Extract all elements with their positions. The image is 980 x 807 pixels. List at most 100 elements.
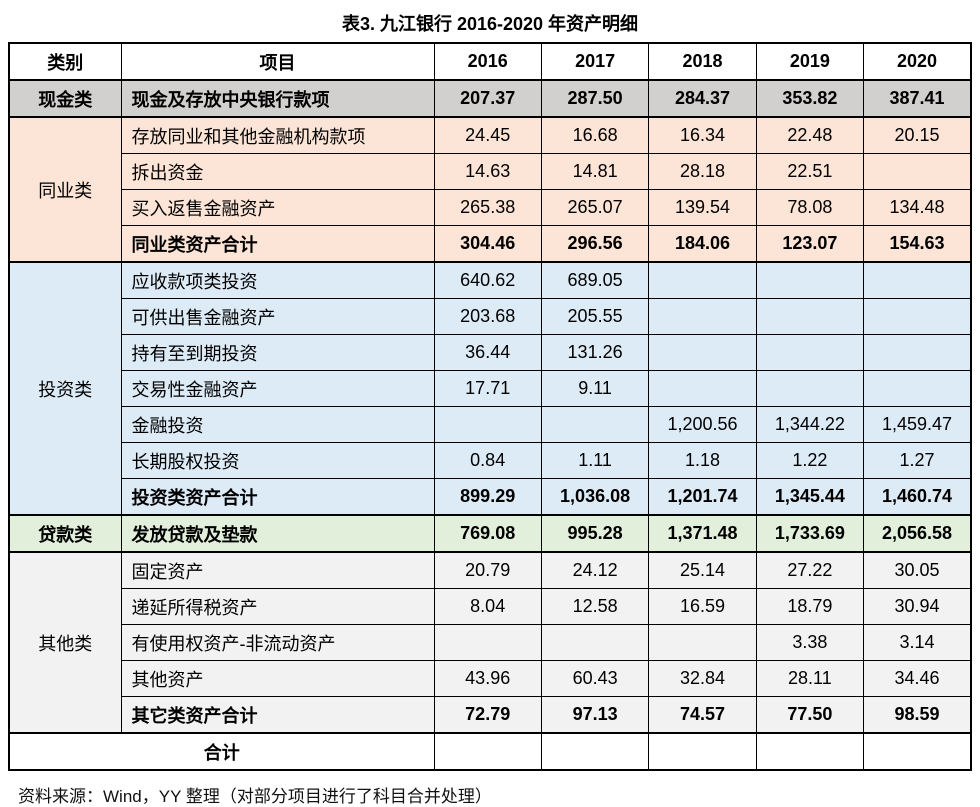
value-cell: 74.57 bbox=[648, 696, 757, 734]
value-cell: 304.46 bbox=[433, 225, 542, 263]
value-cell: 20.15 bbox=[863, 116, 972, 154]
column-header-item: 项目 bbox=[120, 42, 435, 81]
item-cell: 发放贷款及垫款 bbox=[120, 514, 435, 553]
item-cell: 递延所得税资产 bbox=[120, 588, 435, 625]
value-cell bbox=[755, 732, 865, 771]
value-cell: 769.08 bbox=[433, 514, 542, 553]
value-cell: 640.62 bbox=[433, 261, 542, 299]
value-cell: 205.55 bbox=[540, 298, 650, 335]
value-cell bbox=[648, 298, 757, 335]
value-cell bbox=[755, 334, 865, 371]
table-row: 拆出资金 14.63 14.81 28.18 22.51 bbox=[9, 153, 972, 190]
column-header-year: 2018 bbox=[648, 42, 757, 81]
value-cell: 1,733.69 bbox=[755, 514, 865, 553]
category-cell: 现金类 bbox=[8, 79, 122, 118]
value-cell bbox=[755, 261, 865, 299]
total-label-cell: 合计 bbox=[8, 732, 435, 771]
value-cell: 30.05 bbox=[863, 551, 972, 589]
value-cell: 1,460.74 bbox=[863, 478, 972, 516]
value-cell bbox=[755, 298, 865, 335]
item-cell: 固定资产 bbox=[120, 551, 435, 589]
value-cell: 36.44 bbox=[433, 334, 542, 371]
value-cell bbox=[863, 334, 972, 371]
value-cell: 72.79 bbox=[433, 696, 542, 734]
value-cell bbox=[863, 732, 972, 771]
value-cell bbox=[863, 153, 972, 190]
value-cell: 899.29 bbox=[433, 478, 542, 516]
value-cell: 60.43 bbox=[540, 660, 650, 697]
value-cell: 14.81 bbox=[540, 153, 650, 190]
value-cell: 1.27 bbox=[863, 442, 972, 479]
value-cell: 0.84 bbox=[433, 442, 542, 479]
value-cell: 27.22 bbox=[755, 551, 865, 589]
value-cell: 1,345.44 bbox=[755, 478, 865, 516]
value-cell: 184.06 bbox=[648, 225, 757, 263]
column-header-year: 2020 bbox=[863, 42, 972, 81]
table-row: 其它类资产合计 72.79 97.13 74.57 77.50 98.59 bbox=[9, 696, 972, 734]
value-cell: 12.58 bbox=[540, 588, 650, 625]
item-cell: 其他资产 bbox=[120, 660, 435, 697]
value-cell: 353.82 bbox=[755, 79, 865, 118]
value-cell bbox=[433, 406, 542, 443]
header-row: 类别 项目 2016 2017 2018 2019 2020 bbox=[8, 42, 972, 81]
table-row: 递延所得税资产 8.04 12.58 16.59 18.79 30.94 bbox=[9, 588, 972, 625]
value-cell: 3.14 bbox=[863, 624, 972, 661]
value-cell: 20.79 bbox=[433, 551, 542, 589]
table-row: 同业类资产合计 304.46 296.56 184.06 123.07 154.63 bbox=[9, 225, 972, 263]
value-cell: 22.51 bbox=[755, 153, 865, 190]
value-cell bbox=[648, 624, 757, 661]
table-row: 投资类资产合计 899.29 1,036.08 1,201.74 1,345.44 1,4… bbox=[9, 478, 972, 516]
table-row: 其他资产 43.96 60.43 32.84 28.11 34.46 bbox=[9, 660, 972, 697]
column-header-year: 2016 bbox=[433, 42, 542, 81]
column-header-year: 2019 bbox=[755, 42, 865, 81]
value-cell bbox=[863, 298, 972, 335]
table-row: 长期股权投资 0.84 1.11 1.18 1.22 1.27 bbox=[9, 442, 972, 479]
value-cell bbox=[648, 732, 757, 771]
value-cell: 123.07 bbox=[755, 225, 865, 263]
value-cell: 387.41 bbox=[863, 79, 972, 118]
table-body: 现金类 现金及存放中央银行款项 207.37 287.50 284.37 353.82 38… bbox=[8, 79, 972, 734]
item-cell: 现金及存放中央银行款项 bbox=[120, 79, 435, 118]
value-cell: 30.94 bbox=[863, 588, 972, 625]
value-cell: 25.14 bbox=[648, 551, 757, 589]
value-cell: 265.38 bbox=[433, 189, 542, 226]
category-cell: 投资类 bbox=[8, 261, 122, 516]
value-cell: 17.71 bbox=[433, 370, 542, 407]
value-cell: 34.46 bbox=[863, 660, 972, 697]
table-row: 交易性金融资产 17.71 9.11 bbox=[9, 370, 972, 407]
value-cell: 16.34 bbox=[648, 116, 757, 154]
value-cell: 32.84 bbox=[648, 660, 757, 697]
value-cell: 9.11 bbox=[540, 370, 650, 407]
value-cell: 14.63 bbox=[433, 153, 542, 190]
item-cell: 可供出售金融资产 bbox=[120, 298, 435, 335]
value-cell bbox=[648, 334, 757, 371]
value-cell: 24.45 bbox=[433, 116, 542, 154]
value-cell: 8.04 bbox=[433, 588, 542, 625]
item-cell: 其它类资产合计 bbox=[120, 696, 435, 734]
value-cell bbox=[433, 732, 542, 771]
item-cell: 同业类资产合计 bbox=[120, 225, 435, 263]
value-cell: 22.48 bbox=[755, 116, 865, 154]
item-cell: 拆出资金 bbox=[120, 153, 435, 190]
value-cell bbox=[433, 624, 542, 661]
table-row: 贷款类 发放贷款及垫款 769.08 995.28 1,371.48 1,733.69 2,… bbox=[8, 514, 972, 553]
value-cell: 97.13 bbox=[540, 696, 650, 734]
value-cell: 16.59 bbox=[648, 588, 757, 625]
category-cell: 同业类 bbox=[8, 116, 122, 263]
item-cell: 买入返售金融资产 bbox=[120, 189, 435, 226]
value-cell: 139.54 bbox=[648, 189, 757, 226]
item-cell: 存放同业和其他金融机构款项 bbox=[120, 116, 435, 154]
value-cell: 1.11 bbox=[540, 442, 650, 479]
table-row: 现金类 现金及存放中央银行款项 207.37 287.50 284.37 353.82 38… bbox=[8, 79, 972, 118]
value-cell: 265.07 bbox=[540, 189, 650, 226]
category-cell: 其他类 bbox=[8, 551, 122, 734]
source-note: 资料来源：Wind，YY 整理（对部分项目进行了科目合并处理） bbox=[18, 787, 492, 806]
value-cell: 287.50 bbox=[540, 79, 650, 118]
value-cell bbox=[648, 261, 757, 299]
value-cell: 77.50 bbox=[755, 696, 865, 734]
value-cell: 689.05 bbox=[540, 261, 650, 299]
value-cell: 78.08 bbox=[755, 189, 865, 226]
column-header-category: 类别 bbox=[8, 42, 122, 81]
value-cell: 1.22 bbox=[755, 442, 865, 479]
value-cell: 28.18 bbox=[648, 153, 757, 190]
